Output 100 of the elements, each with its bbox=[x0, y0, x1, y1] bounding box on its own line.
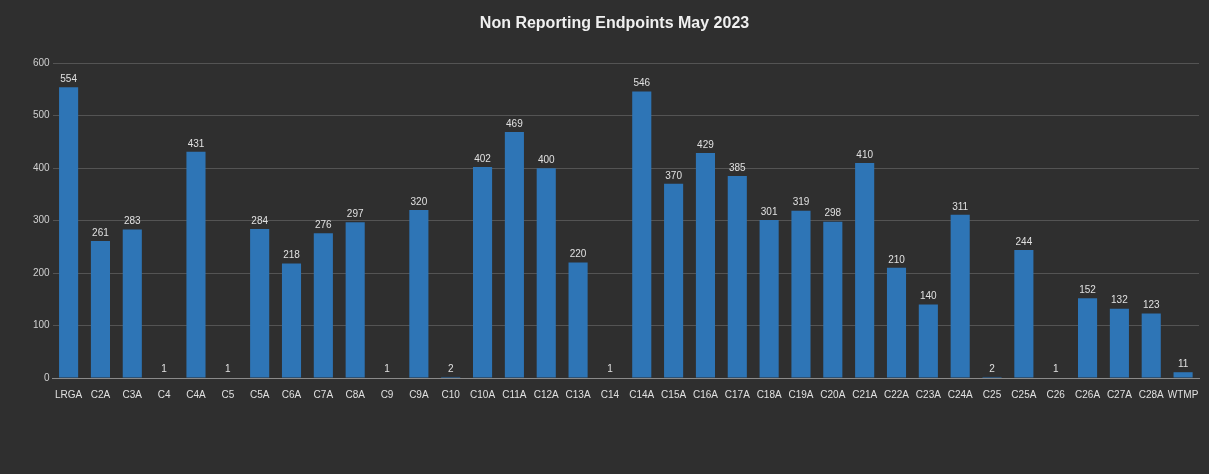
data-label: 152 bbox=[1079, 284, 1097, 295]
data-label: 1 bbox=[161, 363, 168, 375]
data-label: 1 bbox=[225, 363, 232, 375]
y-tick-label: 0 bbox=[44, 371, 51, 383]
data-label: 429 bbox=[697, 138, 715, 150]
bar bbox=[1109, 308, 1129, 378]
y-tick-label: 100 bbox=[33, 319, 51, 331]
bar bbox=[664, 183, 684, 378]
x-tick-label: C9 bbox=[380, 388, 394, 400]
data-label: 210 bbox=[888, 253, 906, 265]
bar bbox=[727, 176, 747, 378]
data-label: 301 bbox=[760, 205, 778, 217]
data-label: 2 bbox=[447, 362, 454, 374]
bar bbox=[886, 267, 907, 378]
bar bbox=[855, 162, 875, 378]
x-tick-label: C18A bbox=[756, 388, 782, 400]
x-tick-label: C26 bbox=[1046, 388, 1066, 400]
bar bbox=[281, 263, 302, 378]
x-tick-label: C5A bbox=[249, 388, 270, 400]
x-tick-label: C23A bbox=[915, 388, 942, 400]
bar bbox=[250, 229, 270, 378]
data-label: 2 bbox=[989, 362, 996, 374]
y-tick-label: 500 bbox=[33, 109, 51, 121]
data-label: 1 bbox=[1052, 363, 1059, 375]
data-label: 311 bbox=[952, 200, 969, 212]
bar bbox=[313, 233, 333, 378]
data-label: 123 bbox=[1142, 299, 1161, 311]
data-label: 431 bbox=[187, 137, 205, 149]
bar bbox=[90, 241, 110, 378]
bar bbox=[1173, 372, 1193, 378]
bar bbox=[536, 168, 556, 378]
data-label: 546 bbox=[633, 77, 651, 89]
bar bbox=[409, 210, 429, 378]
data-label: 1 bbox=[607, 363, 614, 375]
x-tick-label: C28A bbox=[1138, 388, 1165, 400]
bar bbox=[791, 210, 811, 378]
data-label: 319 bbox=[792, 196, 810, 208]
x-tick-label: C5 bbox=[221, 388, 235, 400]
data-label: 297 bbox=[346, 207, 364, 219]
bar bbox=[918, 304, 938, 378]
x-tick-label: C2A bbox=[90, 388, 111, 400]
data-label: 132 bbox=[1111, 294, 1129, 306]
x-tick-label: C10A bbox=[470, 388, 496, 400]
x-tick-label: C8A bbox=[345, 388, 366, 400]
x-tick-label: C20A bbox=[820, 388, 846, 400]
data-label: 220 bbox=[569, 248, 587, 260]
bar bbox=[345, 222, 365, 378]
x-tick-label: C6A bbox=[281, 388, 302, 400]
bar bbox=[473, 167, 493, 378]
data-label: 400 bbox=[537, 153, 556, 165]
data-label: 11 bbox=[1177, 357, 1189, 369]
data-label: 1 bbox=[384, 363, 391, 375]
x-tick-label: WTMP bbox=[1167, 388, 1199, 400]
x-tick-label: C16A bbox=[692, 388, 719, 400]
bar bbox=[59, 87, 79, 378]
bar bbox=[1014, 249, 1034, 378]
data-label: 410 bbox=[856, 148, 874, 160]
data-label: 469 bbox=[506, 117, 524, 129]
x-tick-label: C7A bbox=[313, 388, 334, 400]
x-tick-label: C14 bbox=[600, 388, 620, 400]
x-tick-label: C9A bbox=[409, 388, 429, 400]
x-tick-label: C14A bbox=[629, 388, 655, 400]
data-label: 370 bbox=[665, 169, 683, 181]
x-tick-label: C26A bbox=[1075, 388, 1101, 400]
bar bbox=[695, 152, 715, 378]
x-tick-label: C4 bbox=[157, 388, 171, 400]
x-tick-label: C17A bbox=[724, 388, 751, 400]
data-label: 283 bbox=[123, 215, 142, 227]
y-tick-label: 400 bbox=[33, 161, 51, 173]
bar bbox=[1141, 313, 1161, 378]
y-tick-label: 200 bbox=[33, 266, 51, 278]
bar bbox=[504, 131, 524, 378]
bar bbox=[1078, 298, 1098, 378]
data-label: 276 bbox=[315, 218, 333, 230]
data-label: 140 bbox=[920, 290, 938, 302]
data-label: 261 bbox=[92, 226, 110, 238]
data-label: 218 bbox=[283, 249, 301, 261]
x-tick-label: C13A bbox=[565, 388, 591, 400]
data-label: 385 bbox=[728, 161, 747, 173]
x-tick-label: C25 bbox=[982, 388, 1002, 400]
data-label: 402 bbox=[474, 152, 492, 164]
y-tick-label: 300 bbox=[33, 214, 51, 226]
bar bbox=[823, 221, 843, 378]
x-tick-label: C3A bbox=[122, 388, 143, 400]
data-label: 298 bbox=[824, 207, 842, 219]
x-tick-label: C12A bbox=[533, 388, 560, 400]
x-tick-label: C22A bbox=[883, 388, 910, 400]
x-tick-label: C21A bbox=[852, 388, 878, 400]
data-label: 284 bbox=[251, 214, 269, 226]
data-label: 244 bbox=[1015, 235, 1033, 247]
bar bbox=[568, 262, 588, 378]
data-label: 554 bbox=[60, 73, 78, 85]
chart-title: Non Reporting Endpoints May 2023 bbox=[479, 14, 750, 32]
bar bbox=[186, 151, 206, 378]
x-tick-label: C19A bbox=[788, 388, 814, 400]
bar bbox=[759, 220, 779, 378]
data-label: 320 bbox=[410, 195, 428, 207]
x-tick-label: C15A bbox=[661, 388, 687, 400]
y-tick-label: 600 bbox=[33, 56, 51, 68]
x-tick-label: C11A bbox=[502, 388, 527, 400]
